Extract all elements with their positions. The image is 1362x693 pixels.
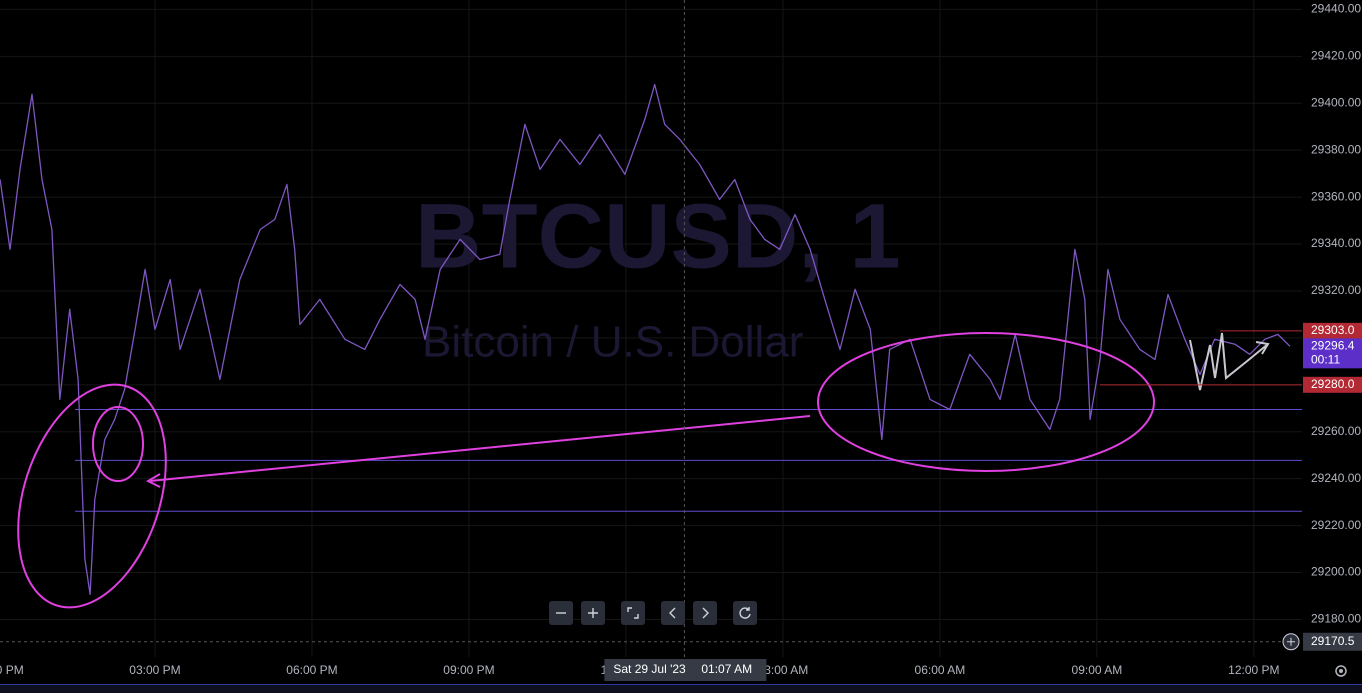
crosshair-time-label: 01:07 AM — [701, 662, 752, 676]
drawing-pattern — [1189, 332, 1270, 391]
plot — [0, 83, 1291, 596]
y-tick-label: 29360.00 — [1311, 189, 1361, 203]
crosshair-price-label: 29170.5 — [1311, 634, 1355, 648]
crosshair-date-label: Sat 29 Jul '23 — [613, 662, 686, 676]
annotation-ellipse — [92, 406, 144, 482]
x-tick-label: 03:00 AM — [758, 663, 809, 677]
toolbar — [549, 601, 757, 625]
annotation-arrow — [149, 415, 811, 482]
scrollbar — [0, 684, 1362, 693]
x-tick-label: 12:00 PM — [0, 663, 24, 677]
pattern-arrowhead — [1255, 341, 1270, 355]
settings-button[interactable] — [1335, 665, 1347, 677]
annotation-ellipse — [817, 332, 1155, 472]
y-tick-label: 29440.00 — [1311, 2, 1361, 16]
y-tick-label: 29340.00 — [1311, 236, 1361, 250]
x-tick-label: 09:00 PM — [443, 663, 494, 677]
last-price-tag — [1303, 338, 1362, 369]
x-tick-label: 09:00 AM — [1072, 663, 1123, 677]
watermark-subtitle: Bitcoin / U.S. Dollar — [422, 318, 803, 367]
x-tick-label: 06:00 PM — [286, 663, 337, 677]
y-tick-label: 29400.00 — [1311, 95, 1361, 109]
price-line — [0, 83, 1291, 596]
grid — [0, 0, 1302, 657]
add-alert-icon — [1287, 637, 1295, 646]
annotations — [17, 332, 1155, 609]
countdown-label: 00:11 — [1311, 353, 1340, 367]
y-tick-label: 29220.00 — [1311, 518, 1361, 532]
annotation-ellipse — [17, 383, 167, 609]
zoom-out-button[interactable] — [549, 601, 573, 625]
y-tick-label: 29320.00 — [1311, 283, 1361, 297]
scroll-right-button[interactable] — [693, 601, 717, 625]
zoom-in-button[interactable] — [581, 601, 605, 625]
reset-scale-button[interactable] — [621, 601, 645, 625]
levels — [75, 408, 1302, 512]
reset-button[interactable] — [733, 601, 757, 625]
annotation-arrowhead — [145, 473, 161, 488]
scroll-left-button[interactable] — [661, 601, 685, 625]
y-tick-label: 29380.00 — [1311, 142, 1361, 156]
y-tick-label: 29200.00 — [1311, 565, 1361, 579]
x-tick-label: 12:00 PM — [1228, 663, 1279, 677]
price-tag-label: 29280.0 — [1311, 377, 1355, 391]
y-tick-label: 29240.00 — [1311, 471, 1361, 485]
crosshair-price-box — [1303, 632, 1362, 651]
last-price-label: 29296.4 — [1311, 339, 1355, 353]
price-tag — [1303, 376, 1362, 393]
y-tick-label: 29420.00 — [1311, 48, 1361, 62]
x-tick-label: 03:00 PM — [129, 663, 180, 677]
price-tag-label: 29303.0 — [1311, 323, 1355, 337]
crosshair-time-box — [604, 659, 767, 681]
x-tick-label: 06:00 AM — [915, 663, 966, 677]
pattern-line — [1189, 332, 1269, 391]
price-tag — [1303, 322, 1362, 339]
watermark: BTCUSD, 1 — [415, 185, 901, 287]
y-tick-label: 29180.00 — [1311, 612, 1361, 626]
y-tick-label: 29260.00 — [1311, 424, 1361, 438]
